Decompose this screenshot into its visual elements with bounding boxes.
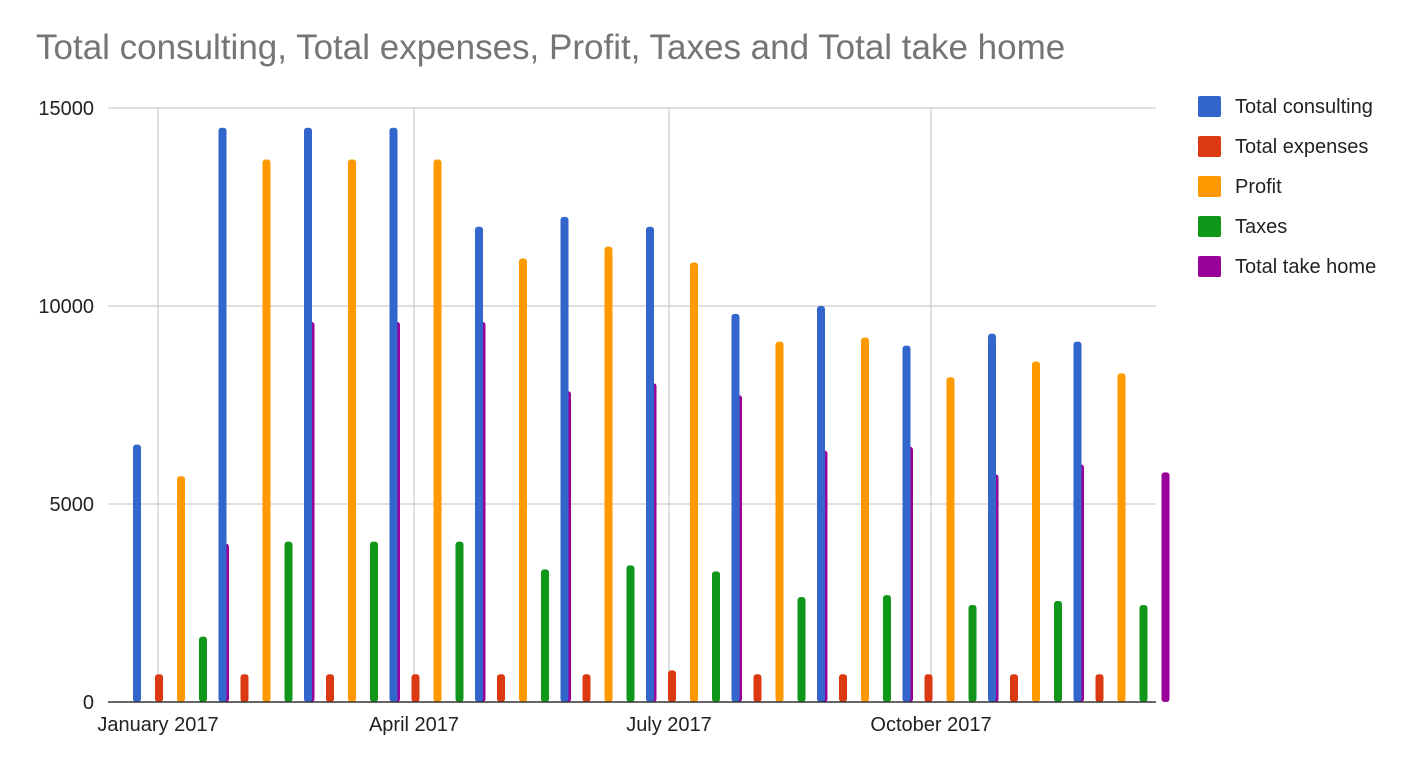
x-tick-label: October 2017 (870, 714, 991, 736)
bar-taxes: Taxes 2017-06: 3450 (626, 565, 635, 702)
legend-swatch (1198, 96, 1221, 117)
bar-total-expenses: Total expenses 2017-09: 700 (839, 674, 847, 702)
bar-profit: Profit 2017-02: 13700 (262, 159, 271, 703)
bar-taxes: Taxes 2017-02: 4050 (284, 541, 293, 702)
bar-total-consulting: Total consulting 2017-12: 9100 (1073, 341, 1082, 702)
bar-total-expenses: Total expenses 2017-12: 700 (1095, 674, 1104, 702)
bar-total-consulting: Total consulting 2017-05: 12000 (475, 226, 483, 703)
y-tick-label: 5000 (50, 494, 95, 516)
bar-taxes: Taxes 2017-04: 4050 (455, 541, 464, 702)
bar-total-expenses: Total expenses 2017-02: 700 (240, 674, 249, 702)
legend-label: Total expenses (1235, 136, 1368, 158)
bar-total-expenses: Total expenses 2017-08: 700 (753, 674, 762, 702)
bar-taxes: Taxes 2017-11: 2550 (1054, 601, 1062, 702)
bar-profit: Profit 2017-03: 13700 (348, 159, 356, 703)
bar-taxes: Taxes 2017-03: 4050 (370, 541, 378, 702)
bar-profit: Profit 2017-11: 8600 (1032, 361, 1040, 702)
bar-total-consulting: Total consulting 2017-11: 9300 (988, 333, 996, 702)
bar-profit: Profit 2017-10: 8200 (946, 377, 955, 702)
bar-total-expenses: Total expenses 2017-10: 700 (924, 674, 933, 702)
axes: 0 5000 10000 15000 January 2017 April 2017 Jul… (38, 98, 1156, 736)
bar-taxes: Taxes 2017-12: 2450 (1139, 604, 1148, 702)
legend-label: Total take home (1235, 256, 1376, 278)
bar-profit: Profit 2017-06: 11500 (604, 246, 613, 702)
legend-item[interactable]: Total consulting (1198, 96, 1373, 118)
legend-item[interactable]: Profit (1198, 176, 1282, 198)
bar-total-expenses: Total expenses 2017-05: 700 (497, 674, 505, 702)
legend-label: Total consulting (1235, 96, 1373, 118)
legend-swatch (1198, 256, 1221, 277)
bar-total-consulting: Total consulting 2017-10: 9000 (902, 345, 911, 702)
bar-total-consulting: Total consulting 2017-04: 14500 (389, 127, 398, 703)
bar-total-consulting: Total consulting 2017-01: 6500 (133, 444, 141, 702)
legend-label: Taxes (1235, 216, 1287, 238)
legend-swatch (1198, 136, 1221, 157)
bar-total-consulting: Total consulting 2017-02: 14500 (218, 127, 227, 703)
bar-total-expenses: Total expenses 2017-07: 800 (668, 670, 676, 702)
bar-profit: Profit 2017-12: 8300 (1117, 373, 1126, 702)
bar-total-expenses: Total expenses 2017-04: 700 (411, 674, 420, 702)
bar-taxes: Taxes 2017-09: 2700 (883, 595, 891, 702)
legend[interactable]: Total consulting Total expenses Profit Taxe… (1198, 96, 1376, 278)
bar-total-consulting: Total consulting 2017-06: 12250 (560, 216, 569, 702)
bar-total-consulting: Total consulting 2017-09: 10000 (817, 306, 825, 702)
x-tick-label: April 2017 (369, 714, 459, 736)
legend-item[interactable]: Total expenses (1198, 136, 1368, 158)
y-tick-label: 15000 (38, 98, 94, 120)
bar-taxes: Taxes 2017-07: 3300 (712, 571, 720, 702)
bar-total-expenses: Total expenses 2017-03: 700 (326, 674, 334, 702)
bar-taxes: Taxes 2017-01: 1650 (199, 636, 207, 702)
legend-label: Profit (1235, 176, 1282, 198)
y-tick-label: 0 (83, 692, 94, 714)
bar-total-expenses: Total expenses 2017-01: 700 (155, 674, 163, 702)
bar-total-expenses: Total expenses 2017-06: 700 (582, 674, 591, 702)
bar-taxes: Taxes 2017-08: 2650 (797, 597, 806, 702)
x-tick-label: July 2017 (626, 714, 712, 736)
legend-item[interactable]: Taxes (1198, 216, 1287, 238)
bars: Total consulting 2017-01: 6500 Total expe… (133, 127, 1170, 703)
bar-profit: Profit 2017-01: 5700 (177, 476, 185, 702)
bar-total-expenses: Total expenses 2017-11: 700 (1010, 674, 1018, 702)
x-tick-label: January 2017 (97, 714, 218, 736)
bar-profit: Profit 2017-04: 13700 (433, 159, 442, 703)
bar-total-take-home: Total take home 2017-12: 5800 (1161, 472, 1170, 702)
bar-profit: Profit 2017-08: 9100 (775, 341, 784, 702)
legend-item[interactable]: Total take home (1198, 256, 1376, 278)
bar-profit: Profit 2017-09: 9200 (861, 337, 869, 702)
bar-taxes: Taxes 2017-05: 3350 (541, 569, 549, 702)
chart-title: Total consulting, Total expenses, Profit… (36, 28, 1066, 67)
y-tick-label: 10000 (38, 296, 94, 318)
legend-swatch (1198, 176, 1221, 197)
bar-total-consulting: Total consulting 2017-03: 14500 (304, 127, 312, 703)
bar-total-consulting: Total consulting 2017-08: 9800 (731, 313, 740, 702)
bar-total-consulting: Total consulting 2017-07: 12000 (646, 226, 654, 703)
legend-swatch (1198, 216, 1221, 237)
bar-profit: Profit 2017-07: 11100 (690, 262, 698, 702)
bar-profit: Profit 2017-05: 11200 (519, 258, 527, 702)
gridlines (108, 107, 1156, 702)
bar-taxes: Taxes 2017-10: 2450 (968, 604, 977, 702)
